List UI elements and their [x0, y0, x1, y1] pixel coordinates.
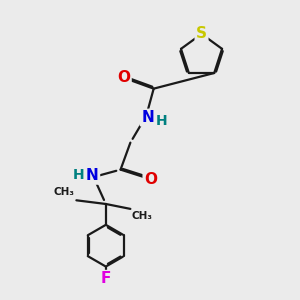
Text: S: S: [196, 26, 207, 41]
Text: F: F: [100, 271, 111, 286]
Text: CH₃: CH₃: [53, 188, 74, 197]
Text: O: O: [144, 172, 157, 187]
Text: N: N: [86, 168, 99, 183]
Text: O: O: [117, 70, 130, 85]
Text: H: H: [156, 114, 167, 128]
Text: H: H: [73, 167, 84, 182]
Text: CH₃: CH₃: [132, 211, 153, 221]
Text: N: N: [141, 110, 154, 125]
